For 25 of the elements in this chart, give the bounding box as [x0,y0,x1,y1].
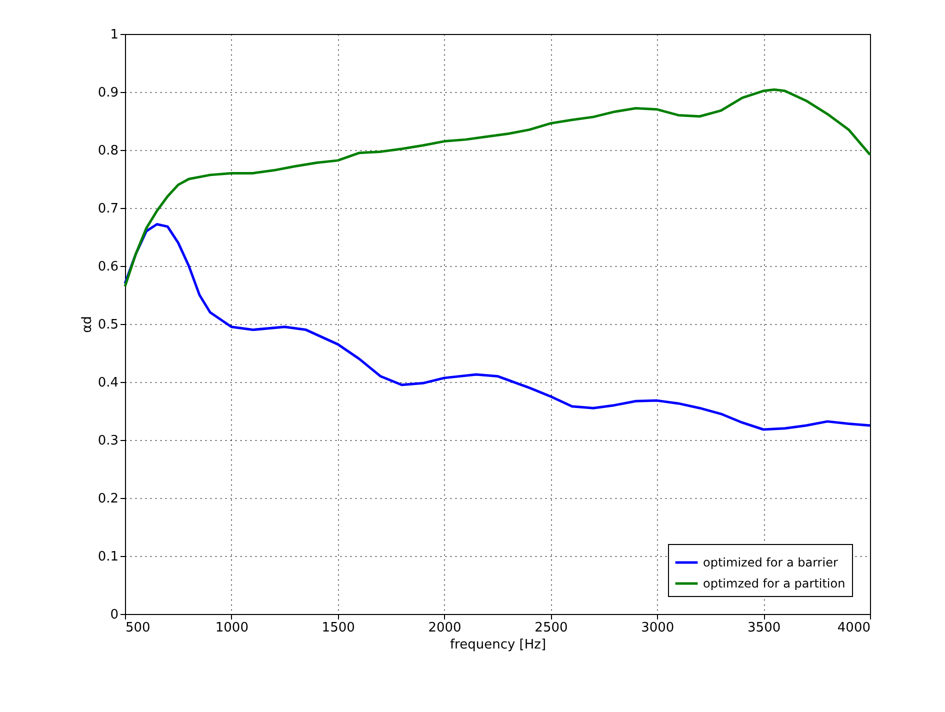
y-tick-label: 1 [110,28,118,42]
y-tick-label: 0.4 [98,376,118,390]
x-tick-label: 2000 [428,620,462,636]
x-tick-label: 3500 [748,620,781,636]
y-tick-label: 0.7 [98,202,118,216]
line-series [124,88,872,288]
y-tick-label: 0 [110,608,118,622]
x-tick-label: 2500 [534,620,568,636]
x-tick-label: 1500 [322,620,355,636]
y-axis-title: αd [80,316,95,333]
y-tick-label: 0.1 [98,550,118,564]
line-series [124,222,872,431]
x-tick-label: 1000 [215,620,248,636]
y-tick-label: 0.3 [98,434,118,448]
x-tick-label: 500 [126,620,150,636]
x-tick-label: 4000 [837,620,870,636]
legend-label: optimized for a barrier [703,556,838,570]
legend-label: optimzed for a partition [703,576,846,590]
x-tick-label: 3000 [641,620,674,636]
y-tick-label: 0.8 [98,144,118,158]
x-axis-title: frequency [Hz] [450,638,546,652]
y-tick-label: 0.9 [98,86,118,100]
y-tick-label: 0.5 [98,318,118,332]
y-tick-label: 0.6 [98,260,118,274]
y-tick-label: 0.2 [98,492,118,506]
